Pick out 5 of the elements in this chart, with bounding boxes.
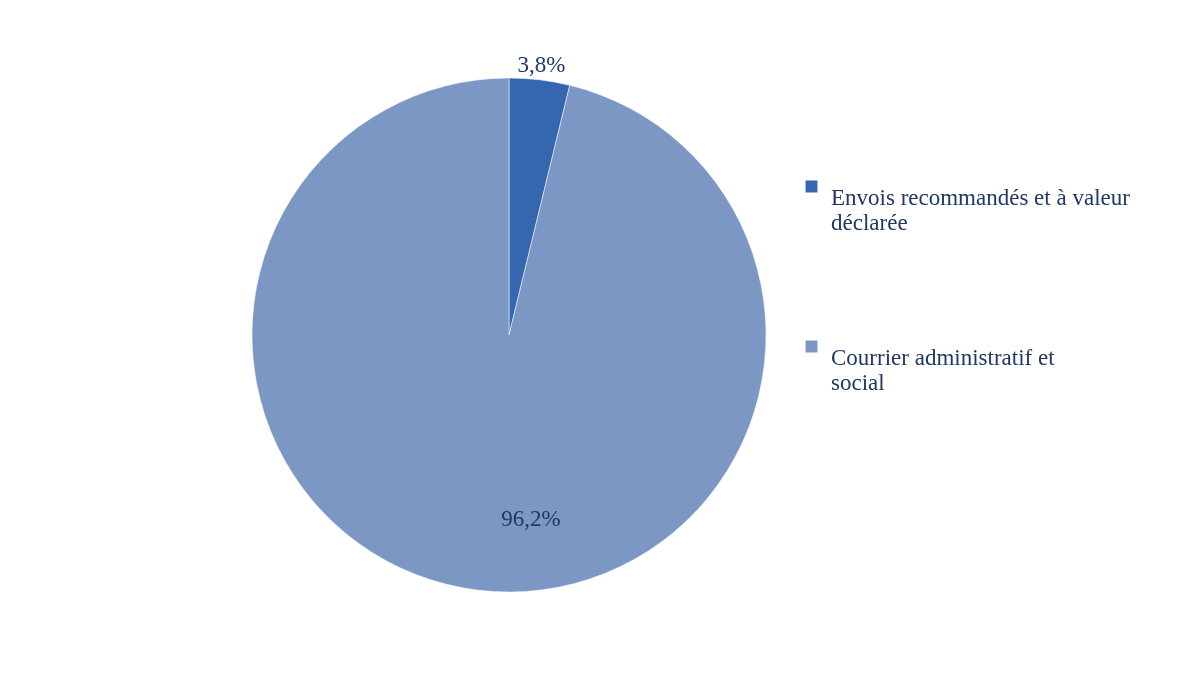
legend-label: Courrier administratif et social — [831, 344, 1056, 395]
pie-slice — [251, 77, 766, 592]
legend-label: Envois recommandés et à valeur déclarée — [831, 184, 1131, 235]
data-label: 96,2% — [501, 505, 561, 531]
data-label: 3,8% — [517, 51, 566, 77]
